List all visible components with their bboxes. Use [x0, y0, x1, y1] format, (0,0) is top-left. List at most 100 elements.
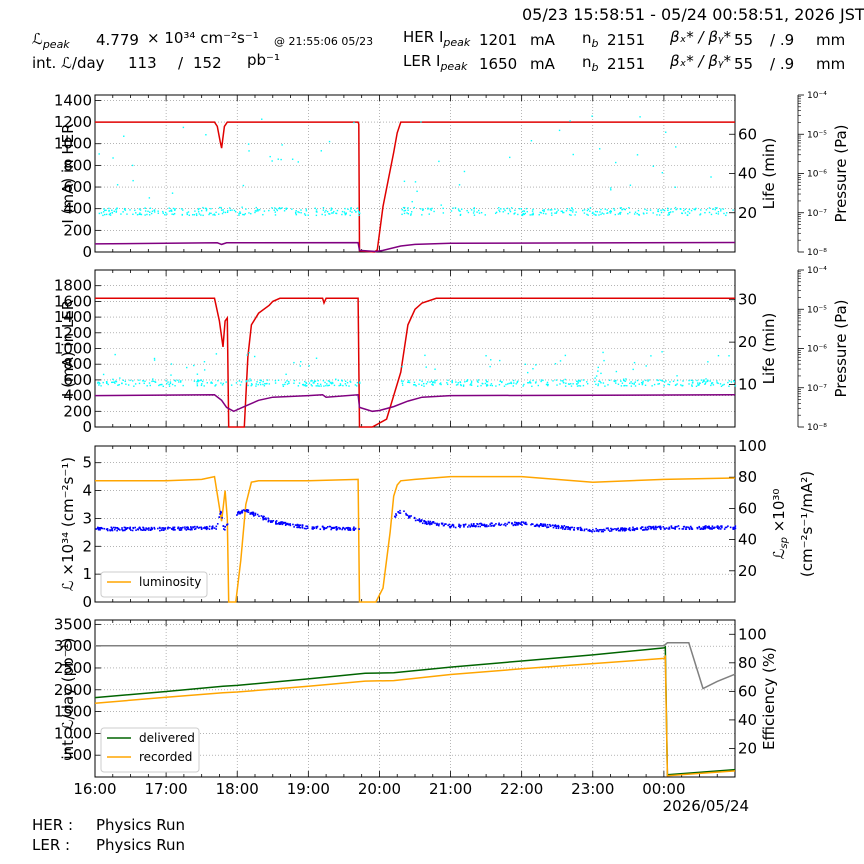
lifetime-point — [313, 382, 315, 384]
specific-lumi-point — [200, 526, 202, 529]
int-lumi-label: int. ℒ/day — [32, 54, 105, 72]
specific-lumi-point — [275, 522, 277, 524]
specific-lumi-point — [221, 517, 223, 519]
lifetime-point — [470, 384, 473, 386]
lifetime-point — [723, 212, 725, 215]
specific-lumi-point — [353, 526, 355, 529]
lifetime-point — [526, 210, 528, 213]
lifetime-point — [293, 379, 296, 382]
lifetime-point — [294, 211, 297, 214]
specific-lumi-point — [595, 527, 597, 530]
lifetime-point — [451, 381, 453, 384]
lifetime-point — [532, 213, 534, 216]
specific-lumi-point — [219, 510, 222, 513]
lifetime-point — [328, 380, 331, 383]
specific-lumi-point — [135, 529, 137, 532]
lifetime-point — [490, 383, 493, 385]
lifetime-point — [695, 207, 697, 210]
y-tick-label: 1400 — [54, 308, 92, 326]
lifetime-point — [102, 373, 105, 376]
specific-lumi-point — [522, 521, 525, 523]
lifetime-point — [653, 383, 656, 386]
lifetime-point — [556, 384, 558, 386]
lifetime-point — [466, 380, 469, 382]
lifetime-point — [535, 381, 537, 383]
specific-lumi-point — [150, 526, 153, 529]
lifetime-point — [291, 158, 294, 160]
lifetime-point — [619, 213, 622, 215]
lifetime-point — [419, 379, 421, 381]
lifetime-point — [250, 212, 252, 215]
lifetime-point — [607, 384, 609, 386]
lifetime-point — [239, 384, 242, 386]
specific-lumi-point — [721, 525, 723, 527]
lifetime-point — [109, 214, 112, 216]
specific-lumi-point — [565, 526, 567, 529]
lifetime-point — [642, 212, 645, 214]
specific-lumi-point — [298, 526, 301, 529]
lifetime-point — [230, 384, 233, 386]
lifetime-point — [732, 209, 734, 211]
lifetime-point — [408, 379, 410, 382]
specific-lumi-point — [279, 523, 281, 525]
lifetime-point — [446, 382, 448, 384]
specific-lumi-point — [602, 528, 605, 531]
lifetime-point — [153, 209, 155, 212]
lifetime-point — [705, 209, 708, 211]
specific-lumi-point — [624, 527, 626, 530]
lifetime-point — [613, 380, 615, 382]
lifetime-point — [720, 385, 723, 388]
lifetime-point — [202, 214, 204, 217]
specific-lumi-point — [515, 524, 517, 527]
specific-lumi-point — [160, 529, 163, 531]
specific-lumi-point — [287, 523, 290, 526]
lifetime-point — [129, 379, 131, 382]
lifetime-point — [491, 384, 494, 387]
lifetime-point — [568, 213, 571, 216]
specific-lumi-point — [587, 529, 590, 532]
specific-lumi-point — [163, 527, 165, 530]
lifetime-point — [333, 210, 335, 213]
lifetime-point — [657, 210, 659, 212]
lifetime-point — [599, 380, 601, 383]
y-tick-label: 200 — [63, 221, 92, 239]
pressure-tick-label: 10⁻⁷ — [807, 384, 827, 394]
y2-axis-label-int: Efficiency (%) — [760, 647, 778, 750]
lifetime-point — [303, 213, 306, 215]
lifetime-point — [174, 385, 176, 387]
specific-lumi-point — [204, 527, 207, 530]
lifetime-point — [625, 378, 627, 380]
lifetime-point — [310, 384, 312, 386]
lifetime-point — [249, 378, 251, 380]
lifetime-point — [136, 214, 139, 216]
lifetime-point — [624, 208, 627, 211]
specific-lumi-point — [519, 523, 522, 525]
lifetime-point — [300, 361, 302, 363]
y-tick-label: 0 — [82, 243, 92, 261]
lifetime-point — [154, 381, 156, 383]
lifetime-point — [210, 207, 212, 210]
lifetime-point — [231, 209, 233, 211]
specific-lumi-point — [270, 520, 273, 522]
specific-lumi-point — [483, 525, 486, 527]
y-tick-label: 800 — [63, 355, 92, 373]
specific-lumi-point — [211, 525, 214, 528]
lifetime-point — [344, 380, 347, 382]
lifetime-point — [228, 207, 231, 209]
lifetime-point — [434, 382, 436, 384]
specific-lumi-point — [733, 527, 736, 530]
specific-lumi-point — [706, 526, 709, 528]
lifetime-point — [460, 384, 462, 386]
lifetime-point — [248, 380, 250, 382]
lifetime-point — [243, 214, 245, 216]
lifetime-point — [529, 380, 531, 383]
lifetime-point — [510, 382, 512, 384]
lifetime-point — [265, 382, 267, 385]
specific-lumi-point — [216, 523, 219, 525]
lifetime-point — [480, 384, 482, 387]
lifetime-point — [570, 209, 572, 212]
lifetime-point — [500, 381, 503, 384]
lifetime-point — [478, 209, 480, 212]
specific-lumi-point — [495, 523, 497, 525]
